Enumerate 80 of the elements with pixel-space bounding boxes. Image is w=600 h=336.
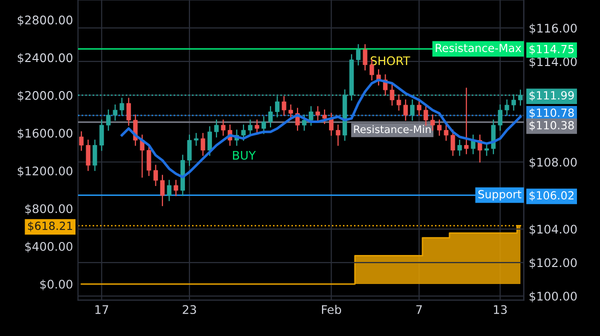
candlestick bbox=[79, 131, 84, 151]
candlestick bbox=[268, 106, 273, 128]
candlestick bbox=[106, 110, 111, 131]
candlestick bbox=[194, 132, 198, 146]
y2-tick-label: $100.00 bbox=[530, 292, 577, 302]
x-tick-label: 23 bbox=[182, 305, 196, 314]
candlestick bbox=[126, 98, 131, 126]
candlestick bbox=[112, 104, 118, 121]
x-tick-label: 7 bbox=[416, 305, 422, 314]
candlestick bbox=[207, 126, 212, 156]
candlestick bbox=[288, 104, 294, 119]
candlestick bbox=[200, 132, 206, 156]
candlestick bbox=[504, 99, 510, 116]
candlestick bbox=[457, 140, 462, 156]
y2-tick-label: $104.00 bbox=[530, 224, 577, 236]
candlestick bbox=[322, 110, 327, 124]
candlestick bbox=[248, 120, 252, 136]
candlestick bbox=[174, 180, 178, 196]
y-tick-label: $400.00 bbox=[25, 242, 72, 252]
y-tick-label: $2000.00 bbox=[18, 90, 72, 102]
y2-tick-label: $116.00 bbox=[530, 23, 577, 34]
candlestick bbox=[146, 144, 152, 176]
y2-tick-label: $114.75 bbox=[530, 44, 574, 55]
candlestick bbox=[166, 180, 172, 202]
candlestick bbox=[410, 99, 415, 121]
candlestick bbox=[430, 114, 435, 131]
ref-line-label: Support bbox=[478, 190, 522, 201]
candlestick bbox=[153, 164, 158, 186]
candlestick bbox=[498, 104, 502, 131]
candlestick bbox=[86, 140, 90, 171]
candlestick bbox=[416, 99, 422, 116]
candlestick bbox=[308, 106, 314, 126]
candlestick bbox=[403, 99, 408, 121]
y-tick-label: $1200.00 bbox=[18, 166, 72, 178]
candlestick bbox=[424, 104, 428, 126]
candlestick bbox=[282, 96, 286, 116]
candlestick bbox=[187, 134, 192, 166]
candlestick bbox=[220, 120, 226, 136]
candlestick bbox=[99, 120, 104, 151]
y-tick-label: $2400.00 bbox=[18, 53, 72, 64]
y2-tick-label: $110.78 bbox=[530, 108, 574, 118]
candlestick bbox=[336, 124, 340, 146]
y2-tick-label: $110.38 bbox=[530, 120, 574, 131]
candlestick bbox=[356, 44, 361, 66]
x-tick-label: Feb bbox=[322, 304, 342, 314]
candlestick bbox=[484, 143, 489, 156]
x-tick-label: 13 bbox=[494, 305, 507, 314]
candlestick bbox=[160, 174, 165, 206]
candlestick bbox=[444, 124, 448, 141]
candlestick bbox=[254, 120, 260, 134]
y2-tick-label: $114.00 bbox=[530, 57, 577, 68]
candlestick bbox=[396, 94, 402, 111]
candlestick bbox=[491, 120, 496, 154]
candlestick bbox=[362, 44, 368, 70]
x-tick-label: 17 bbox=[95, 305, 108, 314]
annotation: SHORT bbox=[370, 56, 410, 66]
annotation: BUY bbox=[233, 150, 256, 160]
y-tick-label: $1600.00 bbox=[18, 128, 72, 140]
candlestick bbox=[120, 98, 124, 116]
y2-tick-label: $106.02 bbox=[530, 190, 574, 202]
y2-tick-label: $102.00 bbox=[530, 258, 577, 269]
y-tick-label: $618.21 bbox=[28, 221, 72, 232]
candlestick bbox=[92, 140, 98, 171]
candlestick bbox=[450, 130, 456, 156]
y2-tick-label: $108.00 bbox=[530, 158, 577, 168]
y-tick-label: $800.00 bbox=[25, 204, 72, 215]
candlestick bbox=[214, 120, 219, 138]
candlestick bbox=[464, 88, 469, 154]
candlestick bbox=[329, 112, 334, 136]
candlestick bbox=[302, 114, 307, 131]
candlestick bbox=[316, 106, 320, 121]
y2-tick-label: $111.99 bbox=[530, 90, 574, 102]
ref-line-label: Resistance-Max bbox=[436, 44, 522, 52]
ref-line-label: Resistance-Min bbox=[354, 125, 431, 134]
candlestick bbox=[241, 124, 246, 141]
y-tick-label: $0.00 bbox=[40, 280, 72, 290]
candlestick bbox=[437, 120, 442, 136]
candlestick bbox=[262, 116, 266, 134]
y-tick-label: $2800.00 bbox=[18, 15, 72, 26]
candlestick bbox=[390, 84, 394, 106]
